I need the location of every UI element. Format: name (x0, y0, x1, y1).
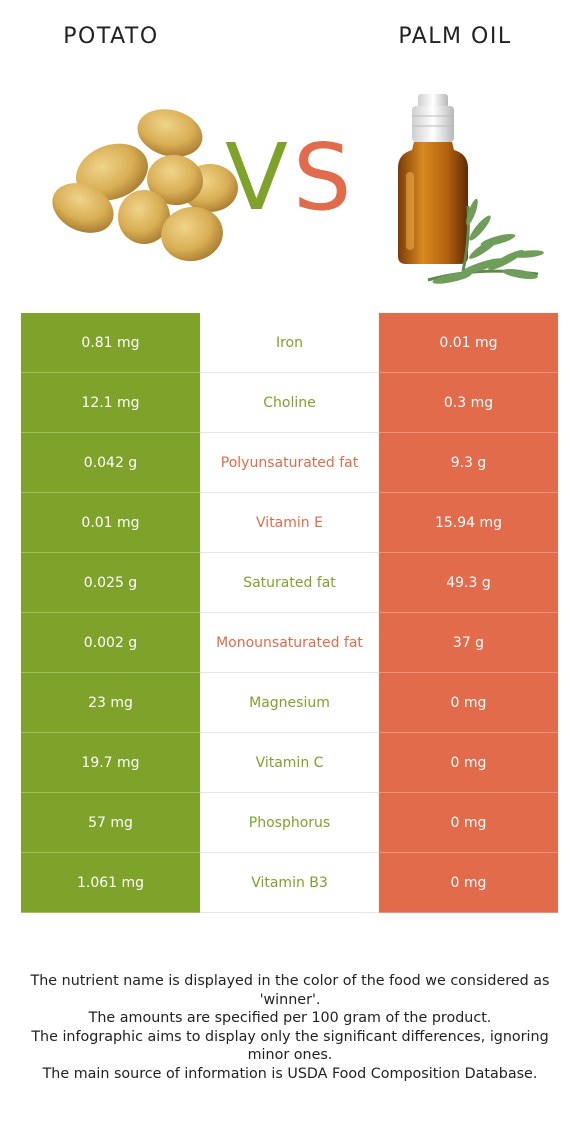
left-value: 12.1 mg (21, 373, 200, 433)
left-value: 0.042 g (21, 433, 200, 493)
nutrient-name: Polyunsaturated fat (200, 433, 379, 493)
footer-notes: The nutrient name is displayed in the co… (14, 972, 566, 1083)
right-food-title: PALM OIL (398, 24, 512, 49)
comparison-table: 0.81 mg Iron 0.01 mg 12.1 mg Choline 0.3 mg 0.… (21, 313, 558, 913)
left-value: 19.7 mg (21, 733, 200, 793)
right-value: 0 mg (379, 793, 558, 853)
potato-image (52, 109, 238, 262)
right-value: 0 mg (379, 673, 558, 733)
table-row: 1.061 mg Vitamin B3 0 mg (21, 853, 558, 913)
palm-oil-image (398, 94, 544, 284)
nutrient-name: Phosphorus (200, 793, 379, 853)
footer-line-2: The amounts are specified per 100 gram o… (88, 1010, 492, 1026)
table-row: 0.01 mg Vitamin E 15.94 mg (21, 493, 558, 553)
right-value: 0.3 mg (379, 373, 558, 433)
vs-s: S (293, 124, 352, 231)
right-value: 9.3 g (379, 433, 558, 493)
left-value: 0.81 mg (21, 313, 200, 373)
right-value: 49.3 g (379, 553, 558, 613)
right-value: 0 mg (379, 733, 558, 793)
footer-line-3: The infographic aims to display only the… (31, 1028, 549, 1064)
nutrient-name: Vitamin E (200, 493, 379, 553)
vs-v: V (225, 124, 288, 231)
left-value: 0.002 g (21, 613, 200, 673)
left-value: 0.025 g (21, 553, 200, 613)
right-value: 15.94 mg (379, 493, 558, 553)
nutrient-name: Choline (200, 373, 379, 433)
nutrient-name: Monounsaturated fat (200, 613, 379, 673)
left-food-title: POTATO (63, 24, 159, 49)
left-value: 57 mg (21, 793, 200, 853)
table-row: 57 mg Phosphorus 0 mg (21, 793, 558, 853)
left-value: 23 mg (21, 673, 200, 733)
table-row: 12.1 mg Choline 0.3 mg (21, 373, 558, 433)
header: POTATO PALM OIL V S (0, 0, 580, 300)
table-row: 0.81 mg Iron 0.01 mg (21, 313, 558, 373)
table-row: 23 mg Magnesium 0 mg (21, 673, 558, 733)
right-value: 0 mg (379, 853, 558, 913)
vs-label: V S (225, 128, 355, 228)
table-row: 0.025 g Saturated fat 49.3 g (21, 553, 558, 613)
right-value: 37 g (379, 613, 558, 673)
nutrient-name: Vitamin C (200, 733, 379, 793)
nutrient-name: Saturated fat (200, 553, 379, 613)
nutrient-name: Vitamin B3 (200, 853, 379, 913)
nutrient-name: Magnesium (200, 673, 379, 733)
left-value: 0.01 mg (21, 493, 200, 553)
right-value: 0.01 mg (379, 313, 558, 373)
table-row: 0.002 g Monounsaturated fat 37 g (21, 613, 558, 673)
left-value: 1.061 mg (21, 853, 200, 913)
footer-line-1: The nutrient name is displayed in the co… (30, 973, 550, 1008)
footer-line-4: The main source of information is USDA F… (42, 1065, 538, 1082)
nutrient-name: Iron (200, 313, 379, 373)
table-row: 0.042 g Polyunsaturated fat 9.3 g (21, 433, 558, 493)
